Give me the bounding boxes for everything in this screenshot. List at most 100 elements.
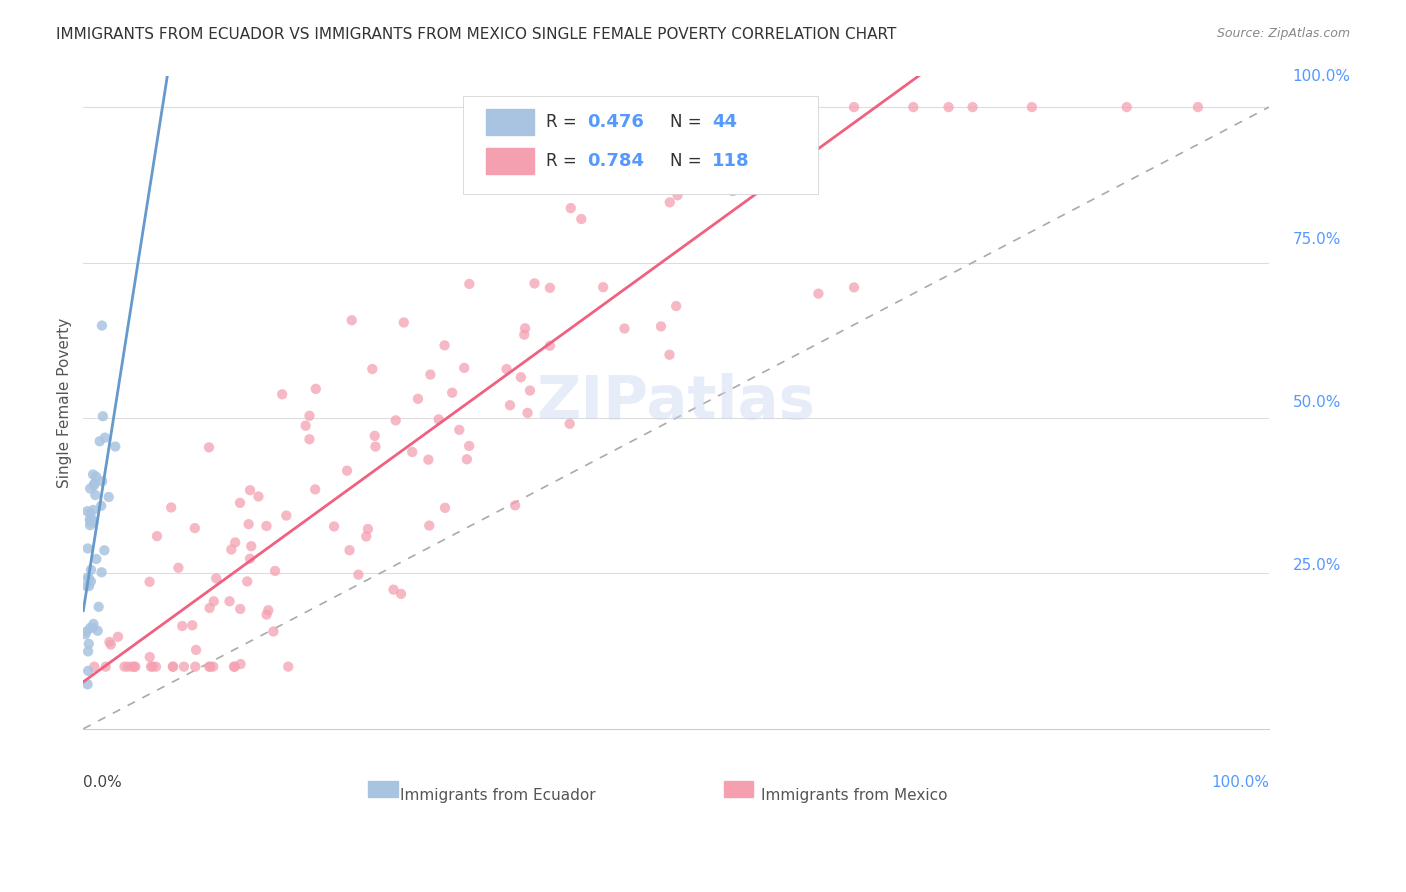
Point: [200, 659, 222, 673]
Bar: [368, 781, 398, 797]
Point: [94, 431, 117, 445]
Point: [558, 417, 581, 431]
Point: [146, 529, 169, 543]
Point: [247, 490, 270, 504]
Point: [458, 277, 481, 291]
Point: [77, 571, 100, 585]
Point: [401, 445, 423, 459]
Point: [86, 624, 108, 638]
Point: [336, 464, 359, 478]
Point: [76, 677, 98, 691]
Point: [77, 644, 100, 658]
Point: [264, 564, 287, 578]
Point: [1115, 100, 1137, 114]
Point: [75, 579, 97, 593]
Point: [138, 574, 160, 589]
Text: N =: N =: [671, 152, 707, 169]
Point: [389, 587, 412, 601]
Text: Immigrants from Mexico: Immigrants from Mexico: [761, 788, 948, 803]
Point: [347, 567, 370, 582]
Text: 25.0%: 25.0%: [1292, 558, 1341, 574]
Point: [162, 659, 184, 673]
Point: [198, 659, 221, 673]
Point: [419, 368, 441, 382]
Point: [77, 637, 100, 651]
Point: [181, 618, 204, 632]
Point: [80, 516, 103, 530]
Point: [79, 515, 101, 529]
Point: [100, 638, 122, 652]
Point: [167, 561, 190, 575]
Point: [76, 541, 98, 556]
Text: 118: 118: [711, 152, 749, 169]
Point: [392, 316, 415, 330]
Point: [205, 571, 228, 585]
Point: [721, 184, 744, 198]
Text: R =: R =: [546, 152, 582, 169]
Point: [114, 659, 136, 673]
Point: [516, 406, 538, 420]
Point: [665, 299, 688, 313]
Point: [666, 188, 689, 202]
Point: [903, 100, 925, 114]
Point: [89, 434, 111, 449]
Point: [84, 470, 107, 484]
Point: [298, 409, 321, 423]
Point: [382, 582, 405, 597]
Point: [198, 601, 221, 615]
Point: [509, 370, 531, 384]
Point: [82, 621, 104, 635]
Point: [124, 659, 146, 673]
Point: [842, 280, 865, 294]
Point: [184, 521, 207, 535]
Bar: [486, 148, 534, 174]
Y-axis label: Single Female Poverty: Single Female Poverty: [58, 318, 72, 488]
Point: [658, 195, 681, 210]
Text: 50.0%: 50.0%: [1292, 395, 1341, 410]
Point: [97, 490, 120, 504]
Point: [538, 281, 561, 295]
Point: [82, 616, 104, 631]
Point: [938, 100, 960, 114]
Point: [456, 452, 478, 467]
Point: [418, 518, 440, 533]
Point: [82, 503, 104, 517]
Point: [79, 512, 101, 526]
Point: [224, 659, 246, 673]
Point: [229, 496, 252, 510]
Point: [162, 659, 184, 673]
Point: [323, 519, 346, 533]
Point: [807, 286, 830, 301]
Point: [569, 212, 592, 227]
Point: [91, 474, 114, 488]
Point: [294, 418, 316, 433]
Point: [77, 571, 100, 585]
Point: [93, 543, 115, 558]
Point: [104, 440, 127, 454]
Point: [357, 522, 380, 536]
Point: [560, 201, 582, 215]
Point: [83, 478, 105, 492]
Point: [79, 621, 101, 635]
Text: 0.0%: 0.0%: [83, 774, 122, 789]
Point: [513, 321, 536, 335]
Point: [538, 339, 561, 353]
Point: [82, 516, 104, 530]
Point: [229, 602, 252, 616]
Point: [418, 452, 440, 467]
Point: [340, 313, 363, 327]
Point: [458, 439, 481, 453]
Point: [229, 657, 252, 671]
Point: [658, 348, 681, 362]
Point: [519, 384, 541, 398]
Point: [503, 499, 526, 513]
Point: [82, 467, 104, 482]
Point: [441, 385, 464, 400]
Point: [98, 635, 121, 649]
Point: [107, 630, 129, 644]
Text: IMMIGRANTS FROM ECUADOR VS IMMIGRANTS FROM MEXICO SINGLE FEMALE POVERTY CORRELAT: IMMIGRANTS FROM ECUADOR VS IMMIGRANTS FR…: [56, 27, 897, 42]
Point: [298, 432, 321, 446]
Point: [77, 664, 100, 678]
Point: [513, 327, 536, 342]
Point: [523, 277, 546, 291]
